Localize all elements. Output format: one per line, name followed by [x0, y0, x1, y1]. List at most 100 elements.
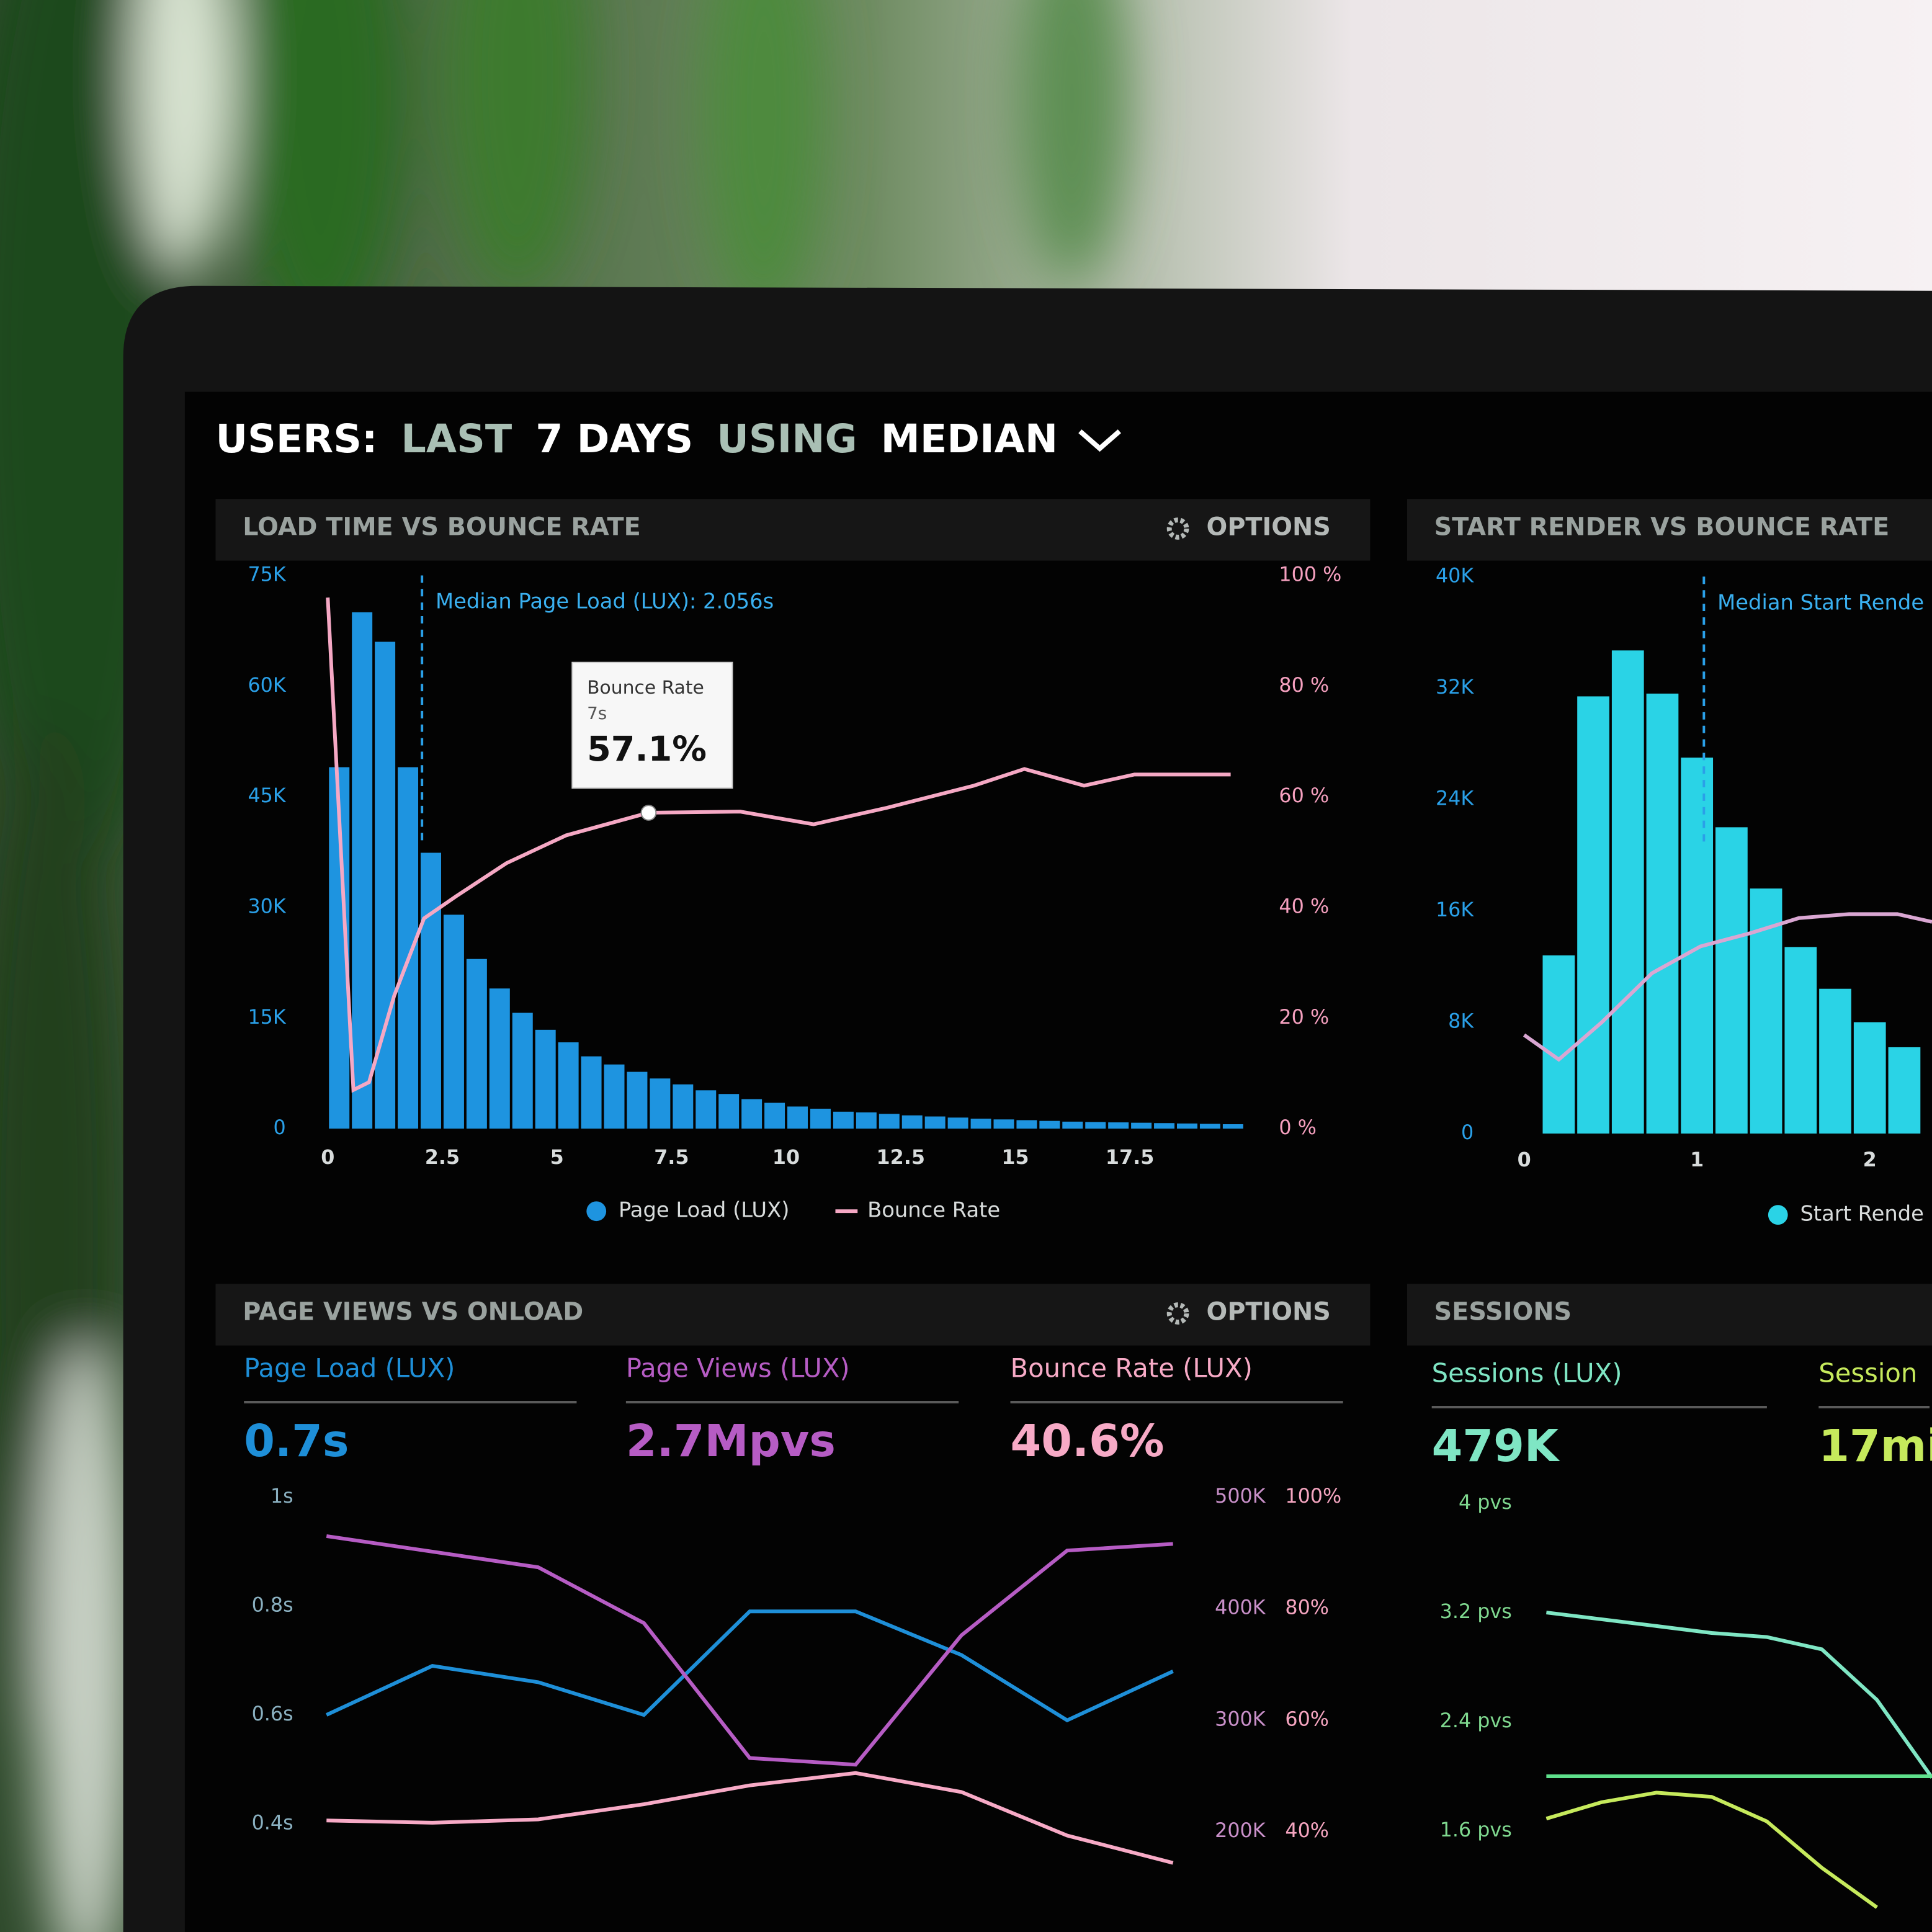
y2-tick-label: 0 %	[1279, 1117, 1317, 1139]
histogram-bar	[398, 767, 419, 1129]
histogram-bar	[741, 1099, 763, 1129]
x-tick-label: 12.5	[877, 1147, 925, 1169]
panel-header	[1407, 499, 1932, 561]
kpi-label: Page Load (LUX)	[244, 1353, 455, 1383]
panel-title: START RENDER VS BOUNCE RATE	[1434, 512, 1890, 541]
y2-tick-label: 60 %	[1279, 785, 1329, 807]
y2-tick-label: 400K	[1215, 1597, 1266, 1619]
histogram-bar	[421, 852, 441, 1129]
histogram-bar	[1016, 1120, 1037, 1129]
histogram-bar	[1222, 1124, 1243, 1129]
histogram-bar	[718, 1094, 740, 1129]
series-line	[1546, 1611, 1932, 1779]
x-tick-label: 15	[1001, 1147, 1029, 1169]
kpi-value: 17mi	[1818, 1420, 1932, 1472]
legend-label: Start Rende	[1800, 1202, 1924, 1226]
histogram-bar	[970, 1119, 991, 1129]
series-line	[326, 1609, 1174, 1723]
y-tick-label: 1.6 pvs	[1440, 1819, 1512, 1841]
x-tick-label: 2.5	[425, 1147, 460, 1169]
title-part: LAST	[401, 416, 512, 462]
histogram-bar	[1784, 947, 1817, 1134]
histogram-bar	[1131, 1122, 1152, 1129]
options-button[interactable]: OPTIONS	[1207, 1298, 1331, 1326]
title-part: MEDIAN	[881, 416, 1058, 462]
histogram-bar	[1577, 696, 1609, 1134]
histogram-bar	[1199, 1124, 1220, 1129]
x-tick-label: 7.5	[654, 1147, 689, 1169]
y2-tick-label: 200K	[1215, 1820, 1266, 1842]
y-tick-label: 0.8s	[252, 1594, 293, 1617]
histogram-bar	[1039, 1120, 1060, 1129]
histogram-bar	[810, 1109, 831, 1129]
y2-tick-label: 40 %	[1279, 895, 1329, 918]
histogram-bar	[558, 1042, 579, 1129]
kpi-label: Page Views (LUX)	[626, 1353, 850, 1383]
y-tick-label: 0	[1461, 1122, 1474, 1144]
histogram-bar	[443, 915, 464, 1129]
y-tick-label: 4 pvs	[1459, 1491, 1512, 1514]
y3-tick-label: 80%	[1285, 1597, 1329, 1619]
y-tick-label: 0	[274, 1117, 286, 1139]
histogram-bar	[535, 1029, 556, 1129]
series-line	[326, 1534, 1173, 1767]
histogram-bar	[1819, 988, 1851, 1134]
y-tick-label: 8K	[1448, 1011, 1474, 1033]
y3-tick-label: 100%	[1285, 1485, 1341, 1508]
tooltip-value: 57.1%	[587, 729, 707, 769]
panel-header	[215, 1284, 1371, 1346]
y-tick-label: 24K	[1436, 787, 1474, 810]
y-tick-label: 15K	[248, 1006, 286, 1029]
median-label: Median Start Rende	[1717, 591, 1924, 615]
kpi-label: Bounce Rate (LUX)	[1010, 1353, 1252, 1383]
panel-title: LOAD TIME VS BOUNCE RATE	[243, 512, 641, 541]
panel-title: PAGE VIEWS VS ONLOAD	[243, 1298, 583, 1326]
legend-swatch	[586, 1201, 607, 1222]
tooltip-subtitle: 7s	[587, 703, 607, 723]
y-tick-label: 0.6s	[252, 1703, 293, 1725]
panel-title: SESSIONS	[1434, 1298, 1572, 1326]
histogram-bar	[1646, 693, 1679, 1134]
panel-header	[1407, 1284, 1932, 1346]
histogram-bar	[947, 1117, 968, 1129]
histogram-bar	[581, 1056, 602, 1129]
x-tick-label: 1	[1690, 1149, 1704, 1171]
series-line	[326, 1771, 1174, 1865]
histogram-bar	[627, 1071, 648, 1129]
y2-tick-label: 100 %	[1279, 563, 1341, 586]
histogram-bar	[512, 1013, 533, 1129]
y2-tick-label: 300K	[1215, 1708, 1266, 1730]
options-button[interactable]: OPTIONS	[1207, 512, 1331, 541]
dashboard-title: USERS: LAST 7 DAYS USING MEDIAN	[216, 416, 1058, 462]
title-part: 7 DAYS	[535, 416, 693, 462]
histogram-bar	[1611, 650, 1644, 1134]
histogram-bar	[352, 612, 373, 1129]
y-tick-label: 2.4 pvs	[1440, 1710, 1512, 1732]
histogram-bar	[466, 959, 487, 1129]
histogram-bar	[901, 1115, 923, 1129]
histogram-bar	[1154, 1123, 1175, 1129]
histogram-bar	[604, 1064, 625, 1129]
legend-label: Page Load (LUX)	[619, 1198, 789, 1222]
histogram-bar	[695, 1090, 717, 1129]
y-tick-label: 60K	[248, 674, 286, 697]
kpi-value: 479K	[1432, 1420, 1560, 1472]
y2-tick-label: 20 %	[1279, 1006, 1329, 1029]
tooltip	[571, 661, 733, 789]
histogram-bar	[1542, 955, 1575, 1134]
hover-point	[640, 805, 657, 821]
x-tick-label: 0	[1518, 1149, 1531, 1171]
y-tick-label: 45K	[248, 785, 286, 807]
kpi-value: 40.6%	[1010, 1415, 1164, 1467]
title-part: USING	[717, 416, 857, 462]
dropdown-icon[interactable]	[1078, 429, 1121, 452]
legend-swatch	[1768, 1205, 1788, 1225]
histogram-bar	[879, 1114, 900, 1129]
y-tick-label: 3.2 pvs	[1440, 1601, 1512, 1623]
panel-header	[215, 499, 1371, 561]
histogram-bar	[1853, 1022, 1886, 1134]
x-tick-label: 10	[772, 1147, 800, 1169]
histogram-bar	[650, 1078, 671, 1129]
